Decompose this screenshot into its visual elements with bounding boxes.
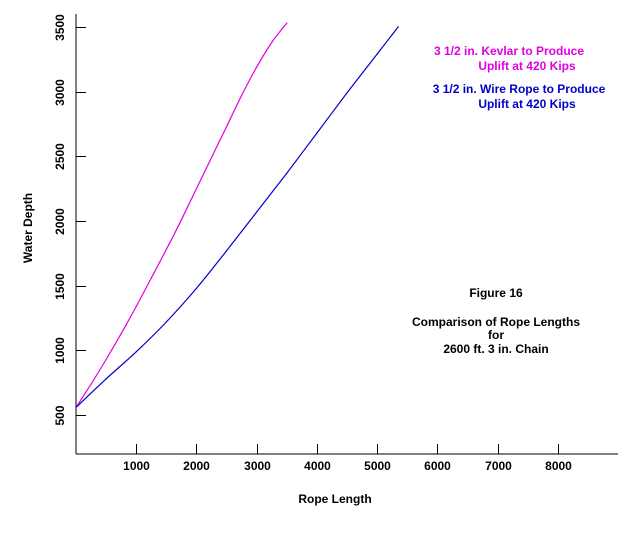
x-tick-label: 8000 bbox=[545, 459, 572, 473]
x-tick-label: 1000 bbox=[123, 459, 150, 473]
y-tick-label: 2000 bbox=[53, 208, 67, 235]
legend-kevlar-line-1: 3 1/2 in. Kevlar to Produce bbox=[434, 44, 584, 58]
series-1-point bbox=[286, 172, 288, 174]
x-tick-label: 2000 bbox=[183, 459, 210, 473]
y-axis-ticks: 500 1000 1500 2000 2500 3000 3500 bbox=[53, 14, 86, 426]
series-1-point bbox=[316, 132, 318, 134]
series-1-point bbox=[135, 351, 137, 353]
series-1-point bbox=[226, 250, 228, 252]
series-0-point bbox=[271, 41, 273, 44]
series-0-point bbox=[241, 94, 243, 97]
legend-kevlar-line-2: Uplift at 420 Kips bbox=[478, 59, 576, 73]
series-layer bbox=[75, 22, 399, 408]
series-line-1 bbox=[75, 26, 399, 408]
series-0-point bbox=[105, 358, 107, 361]
series-0-point bbox=[286, 22, 288, 24]
y-axis-label: Water Depth bbox=[21, 193, 35, 263]
legend-wire-line-2: Uplift at 420 Kips bbox=[478, 97, 576, 111]
series-line-0 bbox=[75, 22, 288, 408]
figure-caption-line-2: for bbox=[488, 328, 504, 342]
series-0-point bbox=[150, 277, 152, 279]
y-tick-label: 500 bbox=[53, 405, 67, 425]
x-tick-label: 3000 bbox=[244, 459, 271, 473]
x-axis-label: Rope Length bbox=[298, 492, 371, 506]
x-tick-label: 6000 bbox=[424, 459, 451, 473]
series-0-point bbox=[195, 188, 197, 190]
series-1-point bbox=[165, 321, 167, 323]
legend: 3 1/2 in. Kevlar to Produce Uplift at 42… bbox=[433, 44, 606, 111]
series-0-point bbox=[135, 305, 137, 308]
series-1-point bbox=[75, 406, 77, 408]
series-0-point bbox=[165, 248, 167, 251]
x-tick-label: 5000 bbox=[364, 459, 391, 473]
figure-number: Figure 16 bbox=[469, 286, 523, 300]
figure-caption-line-1: Comparison of Rope Lengths bbox=[412, 315, 580, 329]
series-0-point bbox=[210, 157, 213, 159]
figure-annotation: Figure 16 Comparison of Rope Lengths for… bbox=[412, 286, 580, 356]
series-1-point bbox=[376, 53, 378, 55]
y-tick-label: 1500 bbox=[53, 273, 67, 300]
axes bbox=[75, 14, 618, 455]
series-0-point bbox=[256, 66, 258, 68]
series-0-point bbox=[180, 219, 182, 221]
y-tick-label: 3500 bbox=[53, 14, 67, 41]
series-1-point bbox=[256, 211, 258, 213]
series-1-point bbox=[397, 26, 399, 28]
legend-wire-line-1: 3 1/2 in. Wire Rope to Produce bbox=[433, 82, 606, 96]
x-axis-ticks: 1000 2000 3000 4000 5000 6000 7000 8000 bbox=[123, 444, 572, 473]
series-1-point bbox=[346, 92, 348, 94]
figure-caption-line-3: 2600 ft. 3 in. Chain bbox=[443, 342, 548, 356]
series-1-point bbox=[105, 378, 107, 380]
x-tick-label: 7000 bbox=[485, 459, 512, 473]
series-0-point bbox=[90, 383, 92, 385]
y-tick-label: 1000 bbox=[53, 337, 67, 364]
x-tick-label: 4000 bbox=[304, 459, 331, 473]
series-0-point bbox=[226, 126, 228, 128]
series-0-point bbox=[120, 333, 122, 335]
series-1-point bbox=[195, 287, 197, 289]
y-tick-label: 2500 bbox=[53, 143, 67, 170]
y-tick-label: 3000 bbox=[53, 79, 67, 106]
